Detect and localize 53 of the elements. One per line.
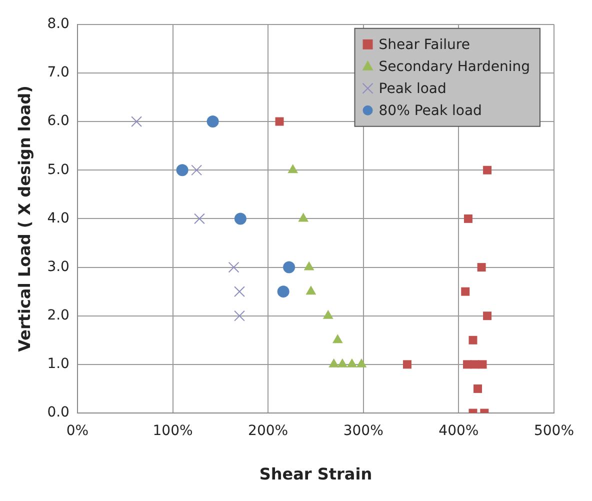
point [206, 116, 219, 128]
y-tick-label: 6.0 [47, 113, 70, 130]
y-tick-label: 1.0 [47, 356, 70, 372]
y-tick-label: 4.0 [47, 210, 70, 226]
y-tick-label: 8.0 [47, 16, 70, 32]
point [283, 261, 296, 274]
point [461, 287, 470, 296]
point [176, 164, 188, 176]
y-axis-title: Vertical Load ( X design load) [14, 86, 34, 352]
point [234, 212, 246, 225]
point [234, 286, 245, 298]
point [464, 214, 472, 223]
point [228, 262, 240, 273]
point [402, 360, 412, 369]
point [288, 164, 298, 174]
legend-label: Peak load [378, 81, 446, 98]
point [478, 360, 487, 369]
point [304, 261, 314, 270]
x-tick-label: 500% [534, 423, 574, 440]
legend-label: Shear Failure [378, 37, 470, 54]
x-tick-label: 0% [66, 423, 89, 440]
x-tick-label: 200% [248, 423, 288, 440]
legend-label: Secondary Hardening [378, 59, 530, 76]
point [328, 358, 340, 368]
point [470, 360, 480, 369]
x-tick-label: 300% [343, 423, 384, 440]
point [306, 286, 316, 295]
point [356, 358, 367, 368]
point [277, 286, 290, 298]
point [346, 358, 358, 368]
point [275, 117, 284, 126]
legend-label: 80% Peak load [378, 103, 482, 120]
y-tick-label: 3.0 [47, 258, 70, 275]
x-axis-title: Shear Strain [259, 464, 372, 484]
point [322, 310, 334, 319]
point [483, 312, 492, 320]
x-tick-label: 400% [438, 423, 479, 440]
point [194, 213, 205, 224]
point [131, 116, 142, 127]
point [468, 336, 478, 344]
point [234, 310, 245, 322]
point [332, 334, 343, 344]
x-tick-label: 100% [152, 423, 193, 440]
y-tick-label: 7.0 [47, 64, 70, 81]
point [298, 212, 309, 222]
point [474, 384, 482, 393]
y-tick-label: 2.0 [47, 307, 70, 324]
y-tick-label: 5.0 [47, 162, 70, 178]
point [477, 263, 486, 272]
y-tick-label: 0.0 [47, 404, 70, 421]
point [483, 166, 492, 174]
point [337, 358, 348, 368]
point [191, 164, 202, 176]
